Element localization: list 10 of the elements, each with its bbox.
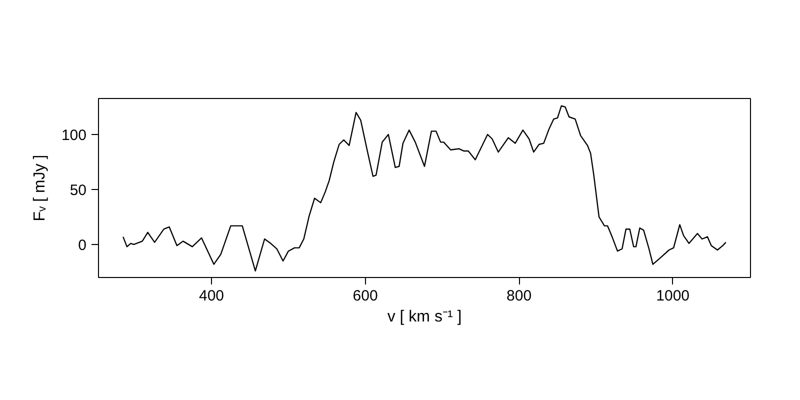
y-axis-title: Fᵥ [ mJy ]	[31, 154, 48, 222]
line-series	[122, 105, 726, 272]
x-tick-label: 1000	[656, 288, 690, 304]
x-tick-label: 400	[199, 288, 224, 304]
x-axis-title: v [ km s⁻¹ ]	[387, 308, 462, 326]
y-tick-label: 100	[61, 126, 87, 144]
x-tick-label: 800	[506, 288, 532, 304]
y-tick-label: 50	[70, 182, 87, 199]
y-tick-label: 0	[78, 236, 86, 254]
x-tick-label: 600	[352, 288, 378, 304]
